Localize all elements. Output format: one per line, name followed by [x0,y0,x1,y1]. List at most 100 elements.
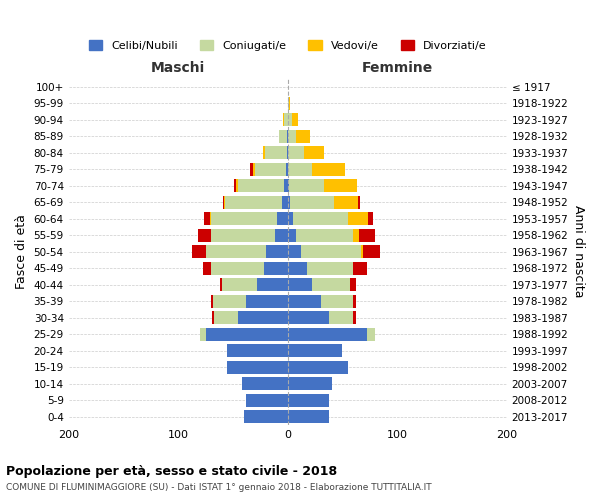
Bar [206,328,287,341]
Bar [287,328,376,341]
Bar [287,162,344,175]
Bar [287,344,343,358]
Bar [287,295,320,308]
Bar [286,162,287,175]
Bar [213,295,287,308]
Bar [287,378,331,390]
Bar [287,410,329,424]
Bar [238,179,287,192]
Bar [284,179,287,192]
Bar [287,328,376,341]
Bar [287,113,292,126]
Bar [227,361,287,374]
Bar [242,378,287,390]
Bar [277,212,287,225]
Bar [198,229,287,241]
Legend: Celibi/Nubili, Coniugati/e, Vedovi/e, Divorziati/e: Celibi/Nubili, Coniugati/e, Vedovi/e, Di… [85,36,491,55]
Bar [242,378,287,390]
Bar [287,295,353,308]
Bar [211,229,287,241]
Bar [287,162,344,175]
Bar [212,312,287,324]
Bar [200,328,287,341]
Bar [287,96,289,110]
Bar [287,344,343,358]
Bar [287,262,353,274]
Bar [287,212,348,225]
Bar [213,295,287,308]
Bar [253,162,287,175]
Bar [287,162,312,175]
Text: COMUNE DI FLUMINIMAGGIORE (SU) - Dati ISTAT 1° gennaio 2018 - Elaborazione TUTTI: COMUNE DI FLUMINIMAGGIORE (SU) - Dati IS… [6,482,431,492]
Bar [227,361,287,374]
Bar [265,146,287,159]
Bar [287,394,329,407]
Bar [220,278,287,291]
Bar [279,130,287,142]
Bar [287,146,304,159]
Bar [287,246,380,258]
Bar [287,212,373,225]
Bar [214,312,287,324]
Bar [287,361,348,374]
Bar [287,312,353,324]
Bar [287,328,367,341]
Bar [287,179,356,192]
Bar [287,344,343,358]
Bar [236,179,287,192]
Bar [287,378,331,390]
Bar [206,246,287,258]
Bar [211,262,287,274]
Bar [287,262,367,274]
Bar [225,196,287,208]
Bar [223,196,287,208]
Bar [282,196,287,208]
Bar [200,328,287,341]
Bar [287,278,350,291]
Bar [242,378,287,390]
Bar [279,130,287,142]
Bar [222,278,287,291]
Bar [287,312,353,324]
Bar [244,410,287,424]
Bar [224,196,287,208]
Bar [287,130,310,142]
Bar [287,246,301,258]
Bar [263,146,287,159]
Bar [287,361,348,374]
Bar [227,344,287,358]
Bar [287,113,298,126]
Bar [234,179,287,192]
Bar [238,312,287,324]
Bar [287,196,360,208]
Bar [263,262,287,274]
Bar [287,361,348,374]
Y-axis label: Fasce di età: Fasce di età [15,214,28,289]
Bar [287,96,290,110]
Bar [246,394,287,407]
Bar [287,246,363,258]
Bar [227,344,287,358]
Bar [287,378,331,390]
Bar [287,212,368,225]
Bar [287,394,329,407]
Bar [287,344,343,358]
Bar [210,212,287,225]
Bar [246,295,287,308]
Bar [227,344,287,358]
Bar [257,278,287,291]
Bar [287,246,361,258]
Bar [275,229,287,241]
Bar [287,312,356,324]
Bar [287,262,353,274]
Bar [211,229,287,241]
Bar [287,179,289,192]
Bar [287,328,376,341]
Bar [287,394,329,407]
Bar [287,229,353,241]
Bar [244,410,287,424]
Bar [287,295,356,308]
Bar [250,162,287,175]
Y-axis label: Anni di nascita: Anni di nascita [572,206,585,298]
Bar [287,229,376,241]
